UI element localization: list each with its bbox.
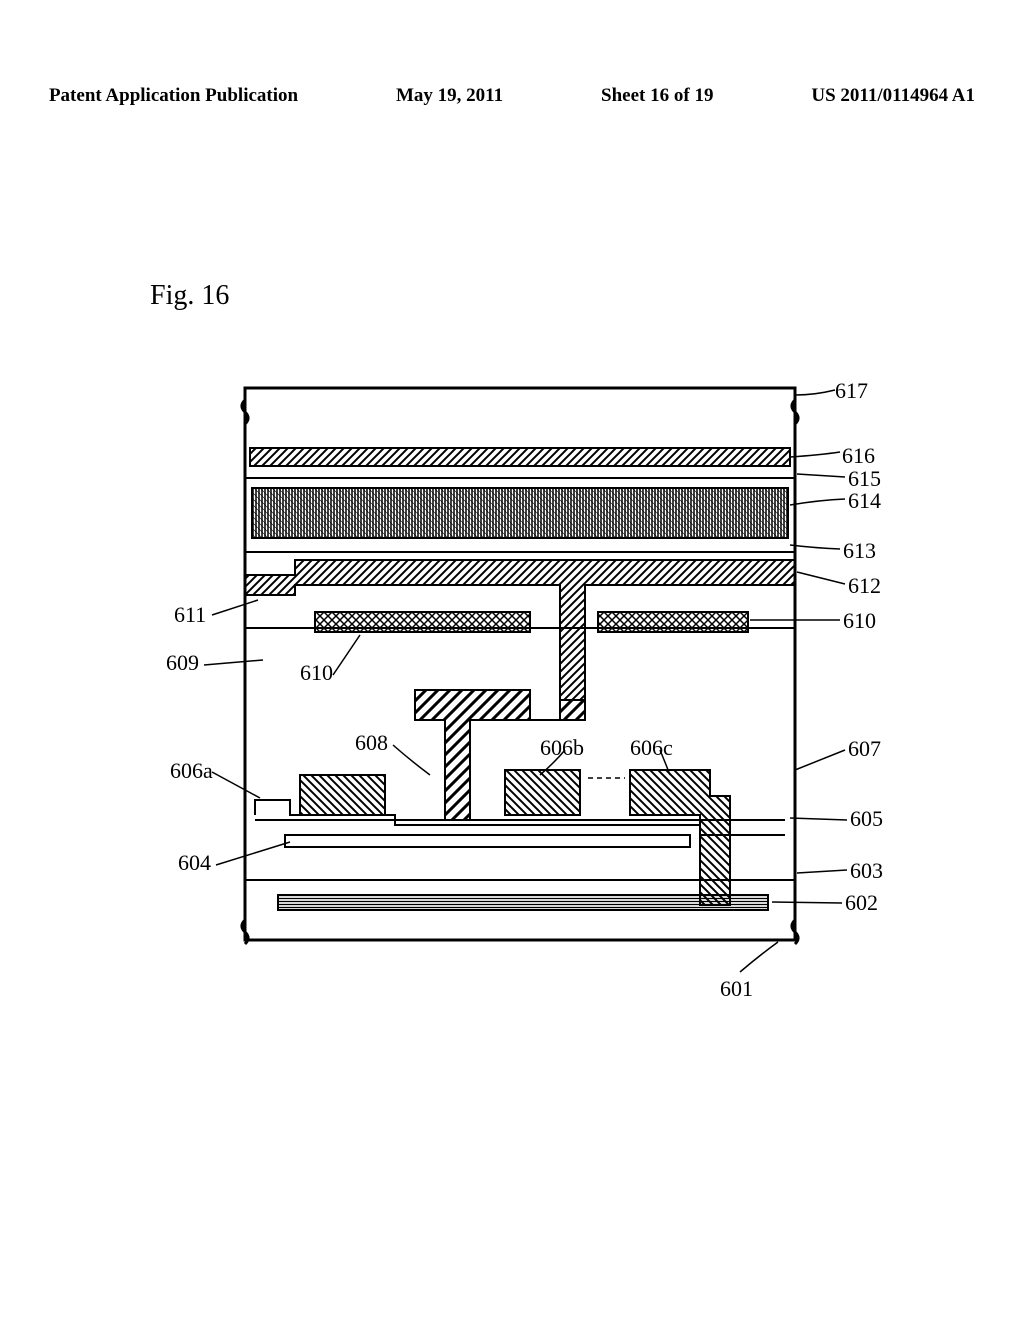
layer-610-left [315,612,530,632]
ref-611: 611 [174,602,206,628]
cross-section-diagram [0,0,1024,1320]
ref-609: 609 [166,650,199,676]
layer-614 [252,488,788,538]
ref-610R: 610 [843,608,876,634]
electrode-606b [505,770,580,815]
ref-608: 608 [355,730,388,756]
ref-612: 612 [848,573,881,599]
ref-601: 601 [720,976,753,1002]
ref-610L: 610 [300,660,333,686]
layer-616 [250,448,790,466]
ref-617: 617 [835,378,868,404]
layer-602 [278,895,768,910]
ref-614: 614 [848,488,881,514]
ref-605: 605 [850,806,883,832]
electrode-606a [300,775,385,815]
ref-604: 604 [178,850,211,876]
ref-602: 602 [845,890,878,916]
ref-603: 603 [850,858,883,884]
layer-610-right [598,612,748,632]
ref-607: 607 [848,736,881,762]
ref-613: 613 [843,538,876,564]
ref-606c: 606c [630,735,673,761]
ref-606a: 606a [170,758,213,784]
ref-606b: 606b [540,735,584,761]
